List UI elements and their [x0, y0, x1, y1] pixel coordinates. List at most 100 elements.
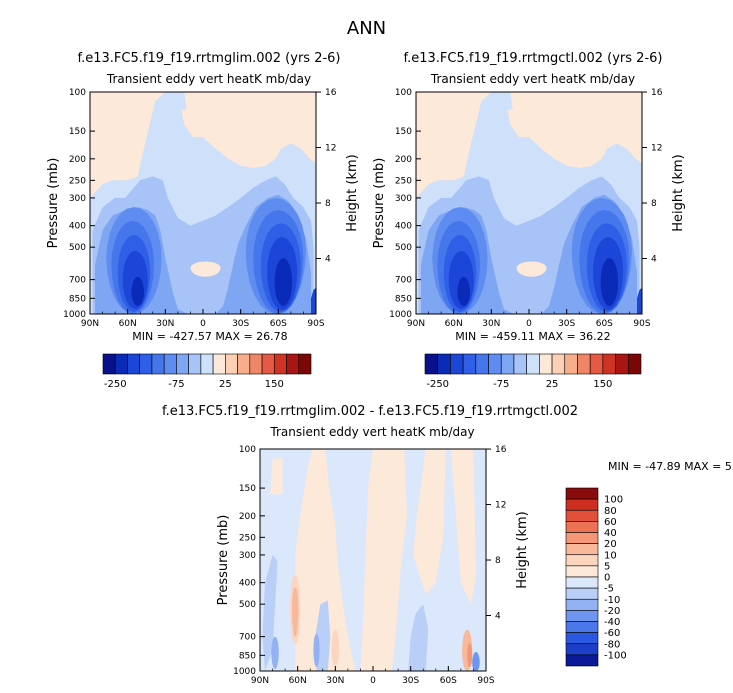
p2-xtick-label: 60N [445, 319, 463, 329]
p3-colorbar-label: -5 [604, 584, 614, 595]
p2-ytick-label: 200 [395, 155, 412, 165]
p3-colorbar-box [565, 654, 599, 667]
p3-y2tick-label: 16 [495, 445, 507, 455]
p1-xtick-label: 90S [307, 319, 324, 329]
p1-colorbar-box [225, 353, 238, 375]
p1-colorbar-box [298, 353, 312, 375]
p3-colorbar-box [565, 621, 599, 633]
p3-y2tick-label: 4 [495, 612, 501, 622]
p2-colorbar-box [526, 353, 540, 375]
p3-xtick-label: 30S [402, 676, 419, 686]
p1-xtick-label: 0 [200, 319, 206, 329]
p3-colorbar-label: 100 [604, 495, 623, 506]
p1-y2label: Height (km) [345, 154, 360, 231]
p3-contour-e0-c [413, 449, 446, 594]
p3-xtick-label: 90S [477, 676, 494, 686]
p2-ytick-label: 500 [395, 243, 412, 253]
p2-heatmap [416, 92, 642, 314]
p2-contour-n0b [501, 92, 513, 110]
p3-xtick-label: 90N [251, 676, 269, 686]
p1-ytick-label: 1000 [63, 310, 86, 320]
p3-colorbar-label: 80 [604, 506, 617, 517]
p3-stats: MIN = -47.89 MAX = 55.33 [608, 460, 733, 473]
p1-contour-n0b [175, 92, 187, 110]
p2-colorbar-label: -75 [493, 379, 509, 390]
p3-contour-e0-a [295, 449, 356, 671]
p3-contour-e0-e [270, 458, 283, 495]
p3-colorbar-box [565, 543, 599, 556]
p2-contour-n200-sh [600, 258, 619, 306]
p1-y2tick-label: 16 [325, 88, 337, 98]
p3-xtick-label: 0 [370, 676, 376, 686]
p1-xtick-label: 30N [156, 319, 174, 329]
p2-ylabel: Pressure (mb) [372, 158, 387, 249]
p3-colorbar-box [565, 521, 599, 533]
p1-heatmap [90, 92, 316, 314]
p2-colorbar-label: 25 [546, 379, 559, 390]
p2-ytick-label: 850 [395, 294, 412, 304]
p3-ytick-label: 400 [239, 579, 256, 589]
p2-colorbar-label: 150 [593, 379, 612, 390]
p3-ytick-label: 300 [239, 551, 256, 561]
p2-colorbar-box [564, 353, 578, 375]
p2-xtick-label: 90N [407, 319, 425, 329]
p1-colorbar-label: -250 [104, 379, 127, 390]
panel3-title: f.e13.FC5.f19_f19.rrtmglim.002 - f.e13.F… [161, 404, 579, 419]
p3-xtick-label: 60S [440, 676, 457, 686]
p3-colorbar-label: 0 [604, 573, 610, 584]
p3-colorbar-label: 5 [604, 561, 610, 572]
p2-ytick-label: 100 [395, 88, 412, 98]
p2-contour-p0-tropics [516, 261, 547, 277]
p3-ytick-label: 150 [239, 484, 256, 494]
p2-colorbar-box [589, 353, 604, 375]
p1-stats: MIN = -427.57 MAX = 26.78 [132, 330, 287, 343]
p3-contour-d10-a [271, 636, 279, 670]
p2-colorbar-box [539, 353, 553, 375]
p1-ytick-label: 850 [69, 294, 86, 304]
p1-ytick-label: 400 [69, 222, 86, 232]
p3-ytick-label: 200 [239, 512, 256, 522]
p3-colorbar-box [565, 532, 599, 544]
p1-xtick-label: 30S [232, 319, 249, 329]
p3-colorbar-box [565, 565, 599, 578]
p1-colorbar-box [273, 353, 287, 375]
p1-ytick-label: 100 [69, 88, 86, 98]
p2-colorbar-box [437, 353, 451, 375]
p3-colorbar-label: 20 [604, 539, 617, 550]
figure-title: ANN [346, 18, 387, 39]
p3-contour-d5-a [262, 554, 278, 671]
p1-colorbar-box [261, 353, 275, 375]
p1-xtick-label: 90N [81, 319, 99, 329]
p2-ytick-label: 300 [395, 194, 412, 204]
p3-colorbar-box [565, 487, 599, 500]
panel2-subtitle: Transient eddy vert heatK mb/day [430, 72, 636, 86]
p3-colorbar-box [565, 643, 599, 656]
p1-y2tick-label: 8 [325, 199, 331, 209]
p3-contour-d10-b [313, 633, 320, 668]
p2-colorbar-box [475, 353, 489, 375]
p1-ytick-label: 700 [69, 276, 86, 286]
p3-colorbar-label: -10 [604, 595, 620, 606]
p2-colorbar-box [424, 353, 439, 375]
p1-colorbar-box [212, 353, 226, 375]
p1-colorbar-box [102, 353, 116, 375]
panel3-subtitle: Transient eddy vert heatK mb/day [270, 425, 475, 439]
p1-y2tick-label: 12 [325, 144, 336, 154]
p1-xtick-label: 60N [119, 319, 137, 329]
p1-colorbar-box [127, 353, 141, 375]
p3-colorbar-label: -100 [604, 650, 627, 661]
p1-contour-n200-nh [131, 276, 144, 306]
p1-colorbar-label: 150 [265, 379, 284, 390]
panel2-title: f.e13.FC5.f19_f19.rrtmgctl.002 (yrs 2-6) [403, 51, 663, 66]
p3-ytick-label: 1000 [233, 667, 256, 677]
p1-colorbar-box [200, 353, 214, 375]
p2-y2tick-label: 8 [651, 199, 657, 209]
p2-ytick-label: 400 [395, 222, 412, 232]
p1-colorbar-box [176, 353, 189, 375]
p3-ytick-label: 100 [239, 445, 256, 455]
p1-colorbar-label: 25 [219, 379, 232, 390]
p3-contour-e10-a [292, 587, 299, 637]
